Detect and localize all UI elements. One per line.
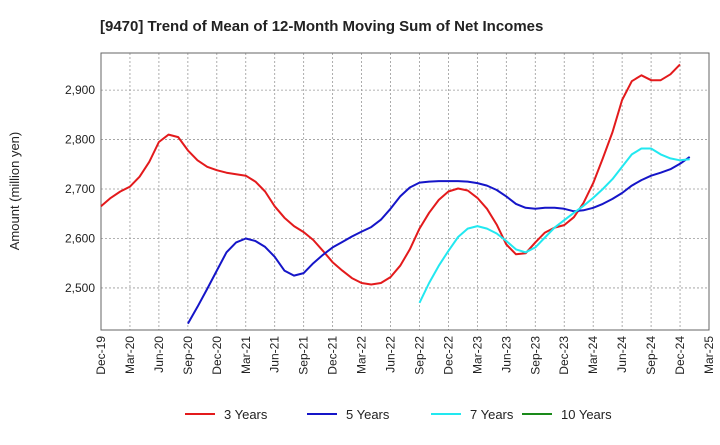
x-tick-label: Mar-23 bbox=[470, 336, 484, 374]
x-tick-label: Sep-23 bbox=[528, 336, 542, 375]
legend-label: 10 Years bbox=[561, 407, 612, 422]
series-lines bbox=[100, 63, 691, 325]
y-tick-label: 2,900 bbox=[65, 83, 95, 97]
x-tick-label: Jun-24 bbox=[615, 336, 629, 373]
x-tick-label: Dec-21 bbox=[326, 336, 340, 375]
x-tick-label: Mar-22 bbox=[355, 336, 369, 374]
x-tick-label: Mar-25 bbox=[702, 336, 716, 374]
plot-area bbox=[100, 52, 710, 331]
y-axis-ticks: 2,500 2,600 2,700 2,800 2,900 bbox=[65, 83, 95, 295]
series-line-5-years bbox=[187, 156, 691, 325]
x-tick-label: Sep-20 bbox=[181, 336, 195, 375]
x-tick-label: Jun-21 bbox=[268, 336, 282, 373]
legend-label: 5 Years bbox=[346, 407, 390, 422]
x-axis-ticks: Dec-19 Mar-20 Jun-20 Sep-20 Dec-20 Mar-21 Jun-… bbox=[94, 336, 716, 375]
x-tick-label: Sep-24 bbox=[644, 336, 658, 375]
chart-title: [9470] Trend of Mean of 12-Month Moving … bbox=[100, 18, 543, 35]
x-tick-label: Dec-20 bbox=[210, 336, 224, 375]
x-tick-label: Dec-23 bbox=[557, 336, 571, 375]
y-axis-label: Amount (million yen) bbox=[7, 132, 22, 251]
grid-lines bbox=[100, 53, 710, 330]
x-tick-label: Dec-24 bbox=[673, 336, 687, 375]
legend: 3 Years 5 Years 7 Years 10 Years bbox=[185, 407, 612, 422]
x-tick-label: Dec-19 bbox=[94, 336, 108, 375]
x-tick-label: Mar-20 bbox=[123, 336, 137, 374]
y-tick-label: 2,600 bbox=[65, 231, 95, 245]
x-tick-label: Sep-22 bbox=[412, 336, 426, 375]
y-tick-label: 2,500 bbox=[65, 281, 95, 295]
legend-label: 3 Years bbox=[224, 407, 268, 422]
series-line-3-years bbox=[100, 63, 681, 286]
x-tick-label: Mar-24 bbox=[586, 336, 600, 374]
x-tick-label: Jun-22 bbox=[384, 336, 398, 373]
y-tick-label: 2,700 bbox=[65, 182, 95, 196]
x-tick-label: Sep-21 bbox=[297, 336, 311, 375]
series-line-7-years bbox=[418, 147, 690, 304]
x-tick-label: Jun-23 bbox=[499, 336, 513, 373]
y-tick-label: 2,800 bbox=[65, 133, 95, 147]
x-tick-label: Jun-20 bbox=[152, 336, 166, 373]
x-tick-label: Mar-21 bbox=[239, 336, 253, 374]
x-tick-label: Dec-22 bbox=[441, 336, 455, 375]
legend-label: 7 Years bbox=[470, 407, 514, 422]
